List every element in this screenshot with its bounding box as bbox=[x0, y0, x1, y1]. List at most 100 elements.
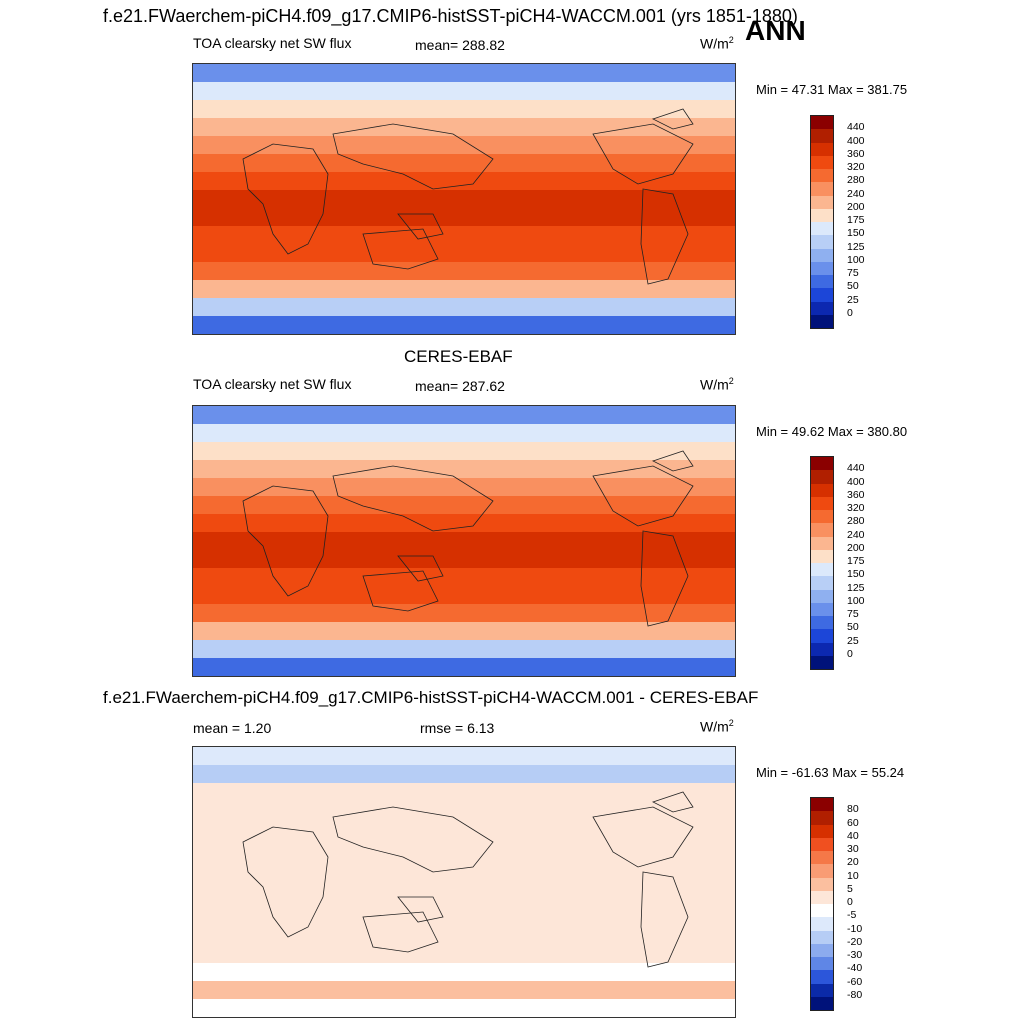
colorbar-diff bbox=[810, 797, 834, 1011]
map-band bbox=[193, 262, 735, 281]
colorbar-tick-label: 5 bbox=[847, 882, 853, 895]
map-band bbox=[193, 873, 735, 892]
colorbar-tick-label: 240 bbox=[847, 187, 865, 200]
coastline bbox=[242, 143, 329, 255]
colorbar-tick-label: -60 bbox=[847, 975, 863, 988]
colorbar-cell bbox=[811, 182, 833, 196]
map-band bbox=[193, 478, 735, 497]
colorbar-tick-label: -30 bbox=[847, 949, 863, 961]
colorbar-cell bbox=[811, 116, 833, 130]
colorbar-tick-label: 50 bbox=[847, 621, 859, 634]
colorbar-cell bbox=[811, 483, 833, 497]
map-band bbox=[193, 244, 735, 263]
map-obs-svg bbox=[193, 406, 735, 676]
colorbar-tick-label: -80 bbox=[847, 988, 863, 1001]
map-band bbox=[193, 945, 735, 964]
panel-mean: mean = 1.20 bbox=[193, 720, 272, 736]
map-band bbox=[193, 999, 735, 1017]
map-diff-svg bbox=[193, 747, 735, 1017]
colorbar-tick-label: 0 bbox=[847, 896, 853, 908]
colorbar-tick-label: 100 bbox=[847, 253, 865, 266]
map-band bbox=[193, 82, 735, 101]
panel-mean: mean= 288.82 bbox=[415, 37, 505, 53]
colorbar-tick-label: 200 bbox=[847, 541, 865, 554]
colorbar-cell bbox=[811, 208, 833, 222]
map-band bbox=[193, 190, 735, 209]
colorbar-cell bbox=[811, 957, 833, 971]
map-band bbox=[193, 100, 735, 119]
map-band bbox=[193, 837, 735, 856]
colorbar-obs bbox=[810, 456, 834, 670]
map-band bbox=[193, 532, 735, 551]
colorbar-tick-label: 30 bbox=[847, 843, 859, 855]
map-band bbox=[193, 604, 735, 623]
map-diff bbox=[192, 746, 736, 1018]
colorbar-cell bbox=[811, 169, 833, 183]
colorbar-tick-label: 75 bbox=[847, 267, 859, 279]
colorbar-cell bbox=[811, 142, 833, 156]
panel-rmse: rmse = 6.13 bbox=[420, 720, 495, 736]
colorbar-cell bbox=[811, 877, 833, 891]
coastline bbox=[651, 791, 694, 813]
colorbar-tick-label: 360 bbox=[847, 488, 865, 501]
colorbar-cell bbox=[811, 655, 833, 669]
colorbar-cell bbox=[811, 536, 833, 550]
colorbar-cell bbox=[811, 811, 833, 825]
coastline bbox=[242, 485, 329, 597]
colorbar-tick-label: 280 bbox=[847, 174, 865, 187]
colorbar-tick-label: 400 bbox=[847, 475, 865, 488]
colorbar-cell bbox=[811, 261, 833, 275]
coastline bbox=[397, 555, 444, 582]
map-band bbox=[193, 819, 735, 838]
colorbar-cell bbox=[811, 155, 833, 169]
colorbar-cell bbox=[811, 616, 833, 630]
colorbar-cell bbox=[811, 235, 833, 249]
panel-variable: TOA clearsky net SW flux bbox=[193, 376, 352, 392]
colorbar-cell bbox=[811, 222, 833, 236]
colorbar-tick-label: 80 bbox=[847, 803, 859, 816]
colorbar-cell bbox=[811, 549, 833, 563]
map-band bbox=[193, 316, 735, 334]
coastline bbox=[397, 896, 444, 923]
colorbar-cell bbox=[811, 195, 833, 209]
map-band bbox=[193, 801, 735, 820]
colorbar-cell bbox=[811, 457, 833, 471]
map-band bbox=[193, 658, 735, 676]
coastline bbox=[397, 213, 444, 240]
map-band bbox=[193, 118, 735, 137]
colorbar-tick-label: -10 bbox=[847, 922, 863, 935]
coastline bbox=[651, 108, 694, 130]
coastline bbox=[362, 911, 439, 953]
colorbar-tick-label: 60 bbox=[847, 816, 859, 829]
colorbar-tick-label: 75 bbox=[847, 608, 859, 620]
colorbar-tick-label: 10 bbox=[847, 869, 859, 882]
coastline bbox=[242, 826, 329, 938]
map-band bbox=[193, 424, 735, 443]
map-band bbox=[193, 208, 735, 227]
colorbar-tick-label: 50 bbox=[847, 280, 859, 293]
map-band bbox=[193, 514, 735, 533]
colorbar-model bbox=[810, 115, 834, 329]
map-band bbox=[193, 640, 735, 659]
map-band bbox=[193, 298, 735, 317]
colorbar-tick-label: 320 bbox=[847, 502, 865, 514]
map-band bbox=[193, 963, 735, 982]
colorbar-cell bbox=[811, 864, 833, 878]
colorbar-tick-label: -5 bbox=[847, 909, 857, 922]
map-band bbox=[193, 550, 735, 569]
panel-variable: TOA clearsky net SW flux bbox=[193, 35, 352, 51]
panel-units: W/m2 bbox=[700, 718, 734, 735]
map-band bbox=[193, 64, 735, 83]
panel-minmax: Min = 49.62 Max = 380.80 bbox=[756, 424, 908, 439]
coastline bbox=[651, 450, 694, 472]
map-band bbox=[193, 226, 735, 245]
map-band bbox=[193, 891, 735, 910]
coastline bbox=[640, 188, 689, 285]
colorbar-cell bbox=[811, 576, 833, 590]
colorbar-cell bbox=[811, 837, 833, 851]
panel-mean: mean= 287.62 bbox=[415, 378, 505, 394]
colorbar-tick-label: 150 bbox=[847, 568, 865, 581]
colorbar-tick-label: 125 bbox=[847, 240, 865, 253]
coastline bbox=[592, 465, 694, 527]
map-band bbox=[193, 568, 735, 587]
